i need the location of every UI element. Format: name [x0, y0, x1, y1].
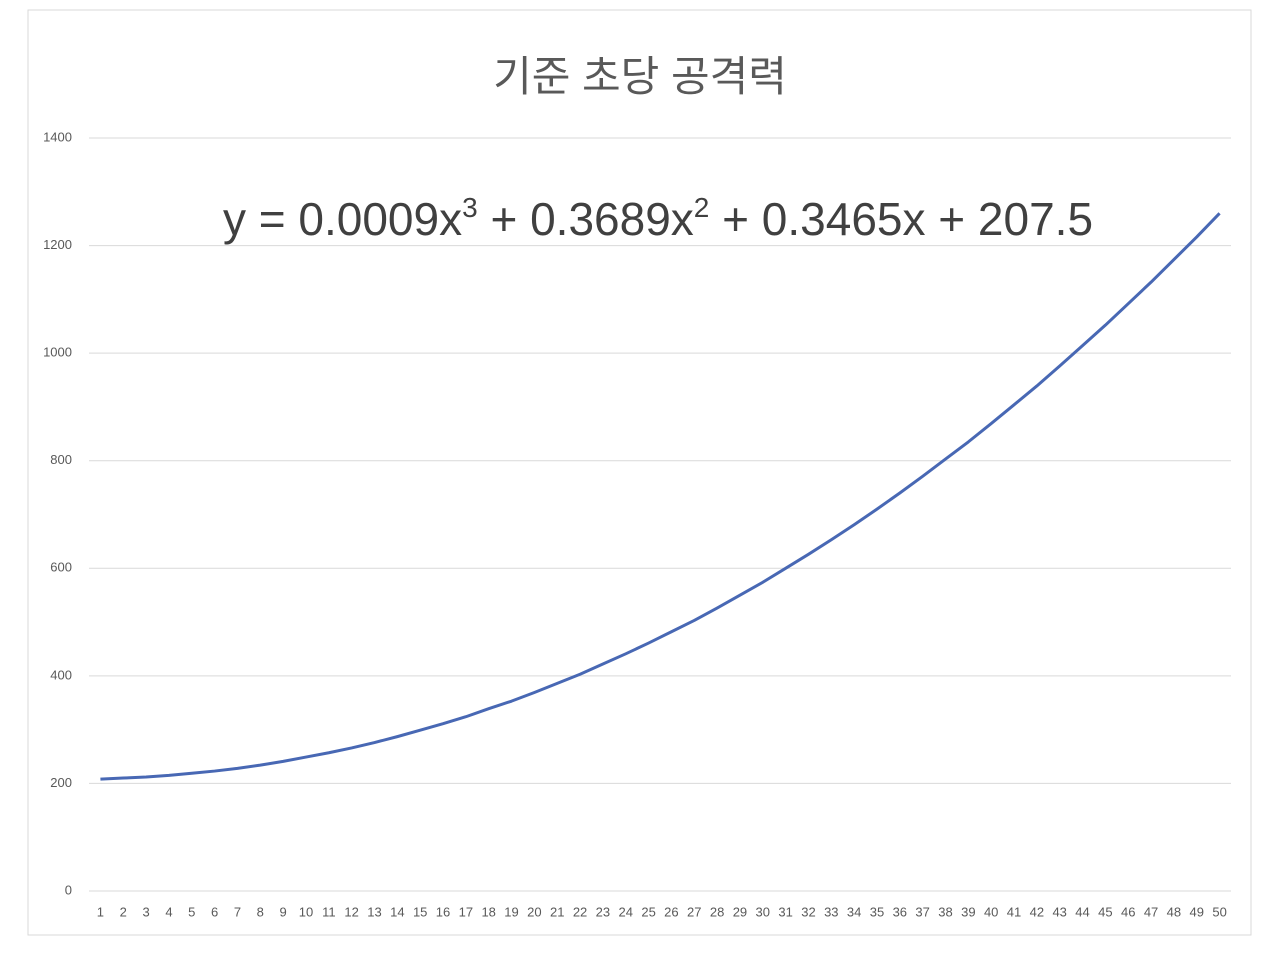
- x-tick-label: 34: [847, 904, 861, 919]
- x-tick-label: 26: [664, 904, 678, 919]
- x-tick-label: 1: [97, 904, 104, 919]
- x-tick-label: 47: [1144, 904, 1158, 919]
- x-tick-label: 24: [619, 904, 633, 919]
- x-tick-label: 20: [527, 904, 541, 919]
- x-tick-label: 37: [915, 904, 929, 919]
- x-tick-label: 18: [481, 904, 495, 919]
- x-tick-label: 3: [142, 904, 149, 919]
- y-tick-label: 600: [50, 560, 72, 575]
- x-tick-label: 33: [824, 904, 838, 919]
- x-tick-label: 46: [1121, 904, 1135, 919]
- x-tick-label: 30: [756, 904, 770, 919]
- chart-title: 기준 초당 공격력: [493, 53, 787, 100]
- x-tick-label: 42: [1030, 904, 1044, 919]
- x-tick-label: 43: [1052, 904, 1066, 919]
- x-tick-label: 15: [413, 904, 427, 919]
- x-tick-label: 27: [687, 904, 701, 919]
- equation-part: + 0.3465x + 207.5: [709, 193, 1093, 245]
- x-tick-label: 36: [893, 904, 907, 919]
- x-tick-label: 40: [984, 904, 998, 919]
- x-tick-label: 13: [367, 904, 381, 919]
- x-tick-label: 38: [938, 904, 952, 919]
- y-tick-label: 1000: [43, 345, 72, 360]
- x-tick-label: 2: [120, 904, 127, 919]
- y-tick-label: 400: [50, 667, 72, 682]
- equation-exponent: 3: [462, 192, 478, 223]
- x-tick-label: 8: [257, 904, 264, 919]
- x-tick-label: 6: [211, 904, 218, 919]
- x-tick-label: 31: [778, 904, 792, 919]
- trendline-equation: y = 0.0009x3 + 0.3689x2 + 0.3465x + 207.…: [223, 192, 1093, 245]
- x-tick-label: 12: [344, 904, 358, 919]
- y-tick-label: 1200: [43, 237, 72, 252]
- equation-part: + 0.3689x: [478, 193, 694, 245]
- data-line: [100, 212, 1221, 781]
- x-tick-label: 16: [436, 904, 450, 919]
- equation-exponent: 2: [694, 192, 710, 223]
- x-tick-label: 32: [801, 904, 815, 919]
- x-tick-label: 28: [710, 904, 724, 919]
- x-tick-label: 11: [322, 904, 336, 919]
- x-tick-label: 17: [459, 904, 473, 919]
- x-tick-label: 48: [1167, 904, 1181, 919]
- x-tick-label: 29: [733, 904, 747, 919]
- x-tick-label: 10: [299, 904, 313, 919]
- chart-frame: [27, 9, 1252, 936]
- x-tick-label: 39: [961, 904, 975, 919]
- y-tick-label: 800: [50, 452, 72, 467]
- x-tick-label: 22: [573, 904, 587, 919]
- x-tick-label: 4: [165, 904, 172, 919]
- x-tick-label: 35: [870, 904, 884, 919]
- x-tick-label: 41: [1007, 904, 1021, 919]
- x-tick-label: 9: [280, 904, 287, 919]
- x-tick-label: 19: [504, 904, 518, 919]
- x-tick-label: 25: [641, 904, 655, 919]
- y-tick-label: 1400: [43, 129, 72, 144]
- y-tick-label: 200: [50, 775, 72, 790]
- x-tick-label: 50: [1212, 904, 1226, 919]
- x-tick-label: 14: [390, 904, 404, 919]
- x-tick-label: 49: [1190, 904, 1204, 919]
- y-tick-label: 0: [65, 882, 72, 897]
- x-tick-label: 5: [188, 904, 195, 919]
- x-tick-label: 45: [1098, 904, 1112, 919]
- x-tick-label: 21: [550, 904, 564, 919]
- x-tick-label: 44: [1075, 904, 1089, 919]
- equation-part: y = 0.0009x: [223, 193, 462, 245]
- x-tick-label: 7: [234, 904, 241, 919]
- x-tick-label: 23: [596, 904, 610, 919]
